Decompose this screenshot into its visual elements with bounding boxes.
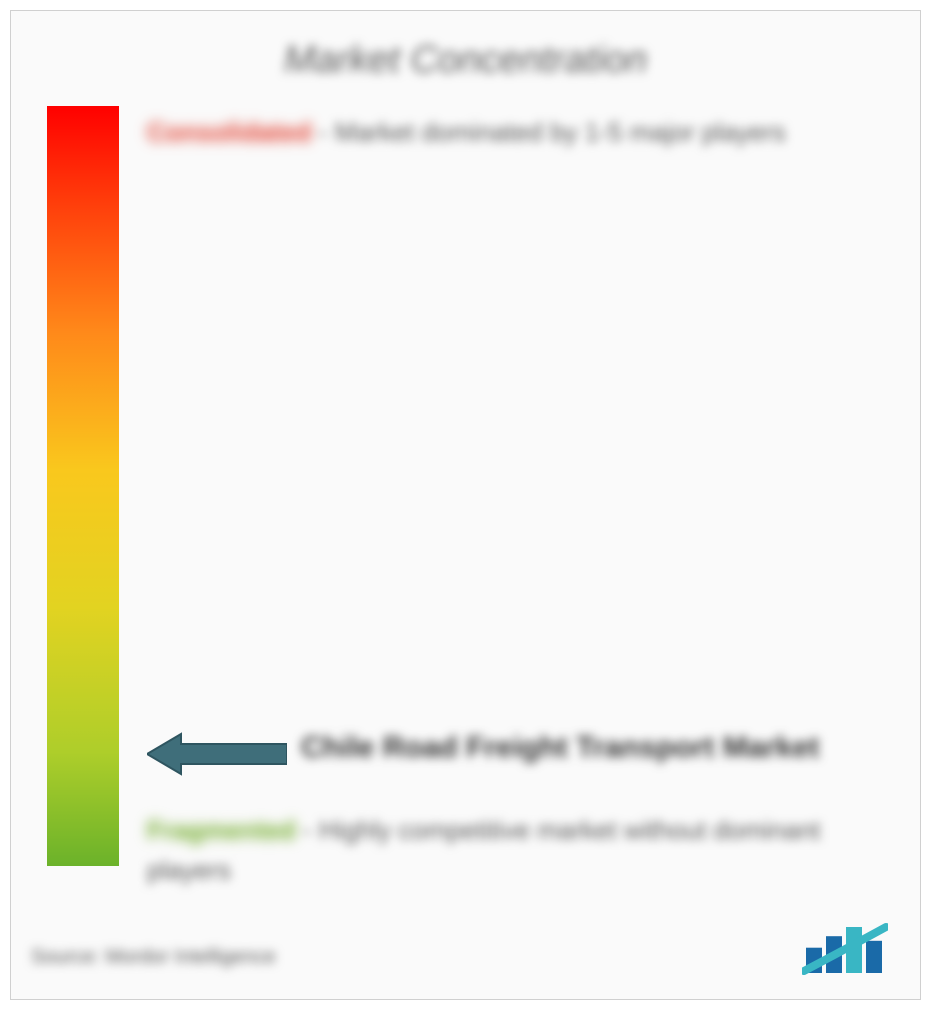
consolidated-text: Consolidated - Market dominated by 1-5 m…: [147, 112, 874, 152]
consolidated-keyword: Consolidated: [147, 117, 312, 147]
diagram-frame: Market Concentration Consolidated - Mark…: [10, 10, 921, 1000]
left-arrow-icon: [147, 732, 287, 776]
consolidated-desc: - Market dominated by 1-5 major players: [319, 117, 786, 147]
content-row: Consolidated - Market dominated by 1-5 m…: [47, 106, 884, 866]
diagram-title: Market Concentration: [47, 39, 884, 82]
fragmented-text: Fragmented - Highly competitive market w…: [147, 810, 874, 891]
consolidated-block: Consolidated - Market dominated by 1-5 m…: [147, 112, 874, 152]
right-column: Consolidated - Market dominated by 1-5 m…: [147, 106, 884, 866]
fragmented-block: Fragmented - Highly competitive market w…: [147, 810, 874, 891]
mordor-logo-icon: [802, 921, 888, 975]
arrow-shape: [147, 734, 287, 774]
source-attribution: Source: Mordor Intelligence: [31, 946, 276, 969]
market-label: Chile Road Freight Transport Market: [301, 728, 874, 769]
fragmented-keyword: Fragmented: [147, 815, 296, 845]
concentration-gradient-bar: [47, 106, 119, 866]
market-pointer: Chile Road Freight Transport Market: [147, 728, 874, 776]
